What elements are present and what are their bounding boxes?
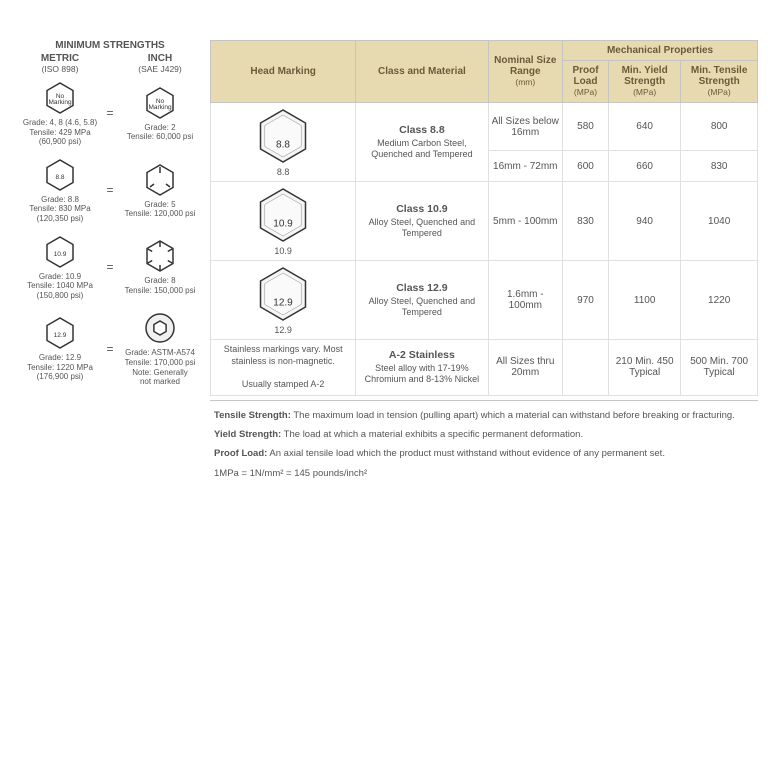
inch-header: INCH (SAE J429) — [110, 53, 210, 74]
table-row: Stainless markings vary. Most stainless … — [211, 340, 758, 396]
svg-text:10.9: 10.9 — [273, 219, 293, 230]
yield-cell: 660 — [608, 151, 680, 182]
tensile-cell: 800 — [681, 103, 758, 151]
head-marking-cell: Stainless markings vary. Most stainless … — [211, 340, 356, 396]
tensile-cell: 500 Min. 700 Typical — [681, 340, 758, 396]
def-yield: The load at which a material exhibits a … — [281, 429, 583, 440]
svg-text:12.9: 12.9 — [54, 332, 67, 339]
head-marking-cell: 12.912.9 — [211, 261, 356, 340]
def-tensile-label: Tensile Strength: — [214, 410, 291, 421]
th-tensile: Min. Tensile Strength(MPa) — [681, 61, 758, 103]
table-row: 8.88.8Class 8.8Medium Carbon Steel, Quen… — [211, 103, 758, 151]
proof-cell: 580 — [563, 103, 609, 151]
metric-header: METRIC (ISO 898) — [10, 53, 110, 74]
metric-info: Grade: 12.9Tensile: 1220 MPa(176,900 psi… — [20, 353, 100, 382]
table-row: 10.910.9Class 10.9Alloy Steel, Quenched … — [211, 182, 758, 261]
svg-text:10.9: 10.9 — [54, 250, 67, 257]
svg-text:12.9: 12.9 — [273, 298, 293, 309]
metric-cell: 12.9 Grade: 12.9Tensile: 1220 MPa(176,900… — [20, 315, 100, 382]
minimum-strengths-panel: MINIMUM STRENGTHS METRIC (ISO 898) INCH … — [10, 40, 210, 494]
head-marking-cell: 8.88.8 — [211, 103, 356, 182]
minimum-strengths-title: MINIMUM STRENGTHS — [10, 40, 210, 51]
svg-text:8.8: 8.8 — [55, 174, 64, 181]
metric-cell: NoMarkingGrade: 4, 8 (4.6, 5.8)Tensile: … — [20, 80, 100, 147]
main-table-panel: Head Marking Class and Material Nominal … — [210, 40, 758, 494]
proof-cell: 970 — [563, 261, 609, 340]
class-material-cell: Class 12.9Alloy Steel, Quenched and Temp… — [356, 261, 488, 340]
table-row: 12.912.9Class 12.9Alloy Steel, Quenched … — [211, 261, 758, 340]
th-proof: Proof Load(MPa) — [563, 61, 609, 103]
th-class-material: Class and Material — [356, 41, 488, 103]
proof-cell: 600 — [563, 151, 609, 182]
yield-cell: 940 — [608, 182, 680, 261]
proof-cell: 830 — [563, 182, 609, 261]
metric-cell: 10.9 Grade: 10.9Tensile: 1040 MPa(150,800… — [20, 234, 100, 301]
inch-info: Grade: 2Tensile: 60,000 psi — [120, 123, 200, 142]
class-material-cell: A-2 StainlessSteel alloy with 17-19% Chr… — [356, 340, 488, 396]
class-material-cell: Class 10.9Alloy Steel, Quenched and Temp… — [356, 182, 488, 261]
equals-sign: = — [100, 342, 120, 356]
def-proof-label: Proof Load: — [214, 448, 267, 459]
th-yield: Min. Yield Strength(MPa) — [608, 61, 680, 103]
def-yield-label: Yield Strength: — [214, 429, 281, 440]
tensile-cell: 1040 — [681, 182, 758, 261]
inch-info: Grade: 8Tensile: 150,000 psi — [120, 276, 200, 295]
comparison-row: 10.9 Grade: 10.9Tensile: 1040 MPa(150,800… — [10, 234, 210, 301]
size-range-cell: 16mm - 72mm — [488, 151, 563, 182]
def-conversion: 1MPa = 1N/mm² = 145 pounds/inch² — [214, 467, 754, 480]
comparison-row: 12.9 Grade: 12.9Tensile: 1220 MPa(176,900… — [10, 310, 210, 386]
yield-cell: 640 — [608, 103, 680, 151]
class-material-cell: Class 8.8Medium Carbon Steel, Quenched a… — [356, 103, 488, 182]
yield-cell: 210 Min. 450 Typical — [608, 340, 680, 396]
proof-cell — [563, 340, 609, 396]
metric-info: Grade: 8.8Tensile: 830 MPa(120,350 psi) — [20, 195, 100, 224]
inch-cell: Grade: ASTM-A574Tensile: 170,000 psiNote… — [120, 310, 200, 386]
size-range-cell: All Sizes thru 20mm — [488, 340, 563, 396]
bolt-grade-table: Head Marking Class and Material Nominal … — [210, 40, 758, 396]
equals-sign: = — [100, 260, 120, 274]
tensile-cell: 1220 — [681, 261, 758, 340]
th-nominal: Nominal Size Range(mm) — [488, 41, 563, 103]
def-proof: An axial tensile load which the product … — [267, 448, 665, 459]
size-range-cell: 5mm - 100mm — [488, 182, 563, 261]
size-range-cell: All Sizes below 16mm — [488, 103, 563, 151]
inch-info: Grade: 5Tensile: 120,000 psi — [120, 200, 200, 219]
th-head-marking: Head Marking — [211, 41, 356, 103]
yield-cell: 1100 — [608, 261, 680, 340]
equals-sign: = — [100, 106, 120, 120]
inch-cell: Grade: 8Tensile: 150,000 psi — [120, 238, 200, 295]
metric-cell: 8.8 Grade: 8.8Tensile: 830 MPa(120,350 ps… — [20, 157, 100, 224]
comparison-row: NoMarkingGrade: 4, 8 (4.6, 5.8)Tensile: … — [10, 80, 210, 147]
svg-text:8.8: 8.8 — [276, 140, 290, 151]
metric-info: Grade: 4, 8 (4.6, 5.8)Tensile: 429 MPa(6… — [20, 118, 100, 147]
inch-info: Grade: ASTM-A574Tensile: 170,000 psiNote… — [120, 348, 200, 386]
def-tensile: The maximum load in tension (pulling apa… — [291, 410, 735, 421]
definitions: Tensile Strength: The maximum load in te… — [210, 400, 758, 494]
size-range-cell: 1.6mm - 100mm — [488, 261, 563, 340]
th-mech-props: Mechanical Properties — [563, 41, 758, 61]
tensile-cell: 830 — [681, 151, 758, 182]
comparison-row: 8.8 Grade: 8.8Tensile: 830 MPa(120,350 ps… — [10, 157, 210, 224]
equals-sign: = — [100, 183, 120, 197]
metric-info: Grade: 10.9Tensile: 1040 MPa(150,800 psi… — [20, 272, 100, 301]
head-marking-cell: 10.910.9 — [211, 182, 356, 261]
inch-cell: NoMarkingGrade: 2Tensile: 60,000 psi — [120, 85, 200, 142]
inch-cell: Grade: 5Tensile: 120,000 psi — [120, 162, 200, 219]
